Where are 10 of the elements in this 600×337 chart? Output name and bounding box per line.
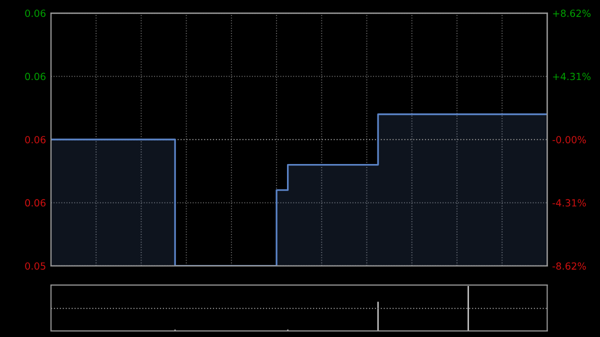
y2-tick-label: -4.31% bbox=[552, 199, 586, 207]
y2-tick-label: -0.00% bbox=[552, 136, 586, 144]
y2-tick-label: +4.31% bbox=[553, 72, 591, 80]
y-tick-label: 0.06 bbox=[25, 10, 46, 17]
y2-tick-label: +8.62% bbox=[553, 10, 591, 17]
y-tick-label: 0.06 bbox=[25, 72, 46, 80]
y-tick-label: 0.06 bbox=[25, 136, 46, 144]
y2-tick-label: -8.62% bbox=[552, 262, 586, 270]
y-tick-label: 0.06 bbox=[25, 199, 46, 207]
y-tick-label: 0.05 bbox=[25, 262, 46, 270]
